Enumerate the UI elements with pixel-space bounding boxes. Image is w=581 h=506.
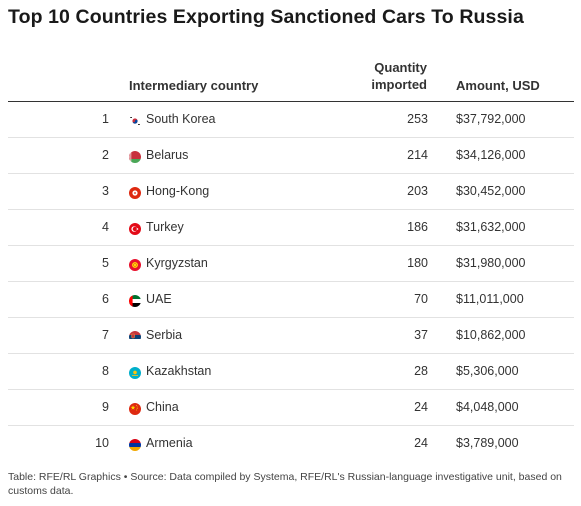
row-quantity: 37 bbox=[414, 328, 428, 342]
serbia-flag-icon bbox=[129, 331, 141, 343]
column-header-quantity: Quantity imported bbox=[371, 59, 427, 93]
uae-flag-icon bbox=[129, 295, 141, 307]
row-amount: $10,862,000 bbox=[456, 328, 526, 342]
row-country: UAE bbox=[146, 292, 172, 306]
row-quantity: 24 bbox=[414, 436, 428, 450]
row-rank: 2 bbox=[102, 148, 109, 162]
row-country: Serbia bbox=[146, 328, 183, 342]
row-amount: $30,452,000 bbox=[456, 184, 526, 198]
row-amount: $11,011,000 bbox=[456, 292, 524, 306]
turkey-flag-icon bbox=[129, 223, 141, 235]
table-row: 3 Hong-Kong 203 $30,452,000 bbox=[8, 174, 574, 210]
row-quantity: 203 bbox=[407, 184, 428, 198]
row-amount: $4,048,000 bbox=[456, 400, 519, 414]
column-header-quantity-line2: imported bbox=[371, 77, 427, 92]
kyrgyzstan-flag-icon bbox=[129, 259, 141, 271]
table-title: Top 10 Countries Exporting Sanctioned Ca… bbox=[8, 6, 524, 28]
row-country: Kazakhstan bbox=[146, 364, 212, 378]
row-quantity: 70 bbox=[414, 292, 428, 306]
row-rank: 9 bbox=[102, 400, 109, 414]
table-body: 1 South Korea 253 $37,792,000 2 Belarus 214 $34… bbox=[8, 102, 574, 461]
row-country: Turkey bbox=[146, 220, 184, 234]
row-country: Belarus bbox=[146, 148, 189, 162]
source-note: Table: RFE/RL Graphics • Source: Data co… bbox=[8, 471, 562, 497]
row-rank: 4 bbox=[102, 220, 109, 234]
row-rank: 8 bbox=[102, 364, 109, 378]
table-row: 9 China 24 $4,048,000 bbox=[8, 390, 574, 426]
column-header-country: Intermediary country bbox=[129, 78, 259, 93]
row-amount: $37,792,000 bbox=[456, 112, 526, 126]
table-row: 10 Armenia 24 $3,789,000 bbox=[8, 426, 574, 461]
row-quantity: 253 bbox=[407, 112, 428, 126]
row-quantity: 180 bbox=[407, 256, 428, 270]
row-quantity: 186 bbox=[407, 220, 428, 234]
row-amount: $3,789,000 bbox=[456, 436, 519, 450]
row-country: Hong-Kong bbox=[146, 184, 210, 198]
header-rule bbox=[8, 101, 574, 102]
china-flag-icon bbox=[129, 403, 141, 415]
row-country: South Korea bbox=[146, 112, 216, 126]
row-rank: 6 bbox=[102, 292, 109, 306]
south-korea-flag-icon bbox=[129, 115, 141, 127]
table-row: 4 Turkey 186 $31,632,000 bbox=[8, 210, 574, 246]
row-quantity: 28 bbox=[414, 364, 428, 378]
row-rank: 3 bbox=[102, 184, 109, 198]
row-rank: 5 bbox=[102, 256, 109, 270]
row-quantity: 24 bbox=[414, 400, 428, 414]
kazakhstan-flag-icon bbox=[129, 367, 141, 379]
row-amount: $34,126,000 bbox=[456, 148, 526, 162]
column-header-amount: Amount, USD bbox=[456, 78, 540, 93]
table-row: 6 UAE 70 $11,011,000 bbox=[8, 282, 574, 318]
table-row: 5 Kyrgyzstan 180 $31,980,000 bbox=[8, 246, 574, 282]
row-rank: 10 bbox=[95, 436, 109, 450]
column-header-quantity-line1: Quantity bbox=[374, 60, 427, 75]
table-row: 7 Serbia 37 $10,862,000 bbox=[8, 318, 574, 354]
belarus-flag-icon bbox=[129, 151, 141, 163]
row-rank: 7 bbox=[102, 328, 109, 342]
armenia-flag-icon bbox=[129, 439, 141, 451]
row-rank: 1 bbox=[102, 112, 109, 126]
row-country: Armenia bbox=[146, 436, 193, 450]
row-amount: $31,632,000 bbox=[456, 220, 526, 234]
row-quantity: 214 bbox=[407, 148, 428, 162]
row-country: China bbox=[146, 400, 179, 414]
row-amount: $5,306,000 bbox=[456, 364, 519, 378]
table-row: 8 Kazakhstan 28 $5,306,000 bbox=[8, 354, 574, 390]
row-country: Kyrgyzstan bbox=[146, 256, 208, 270]
hong-kong-flag-icon bbox=[129, 187, 141, 199]
row-amount: $31,980,000 bbox=[456, 256, 526, 270]
table-row: 2 Belarus 214 $34,126,000 bbox=[8, 138, 574, 174]
table-row: 1 South Korea 253 $37,792,000 bbox=[8, 102, 574, 138]
